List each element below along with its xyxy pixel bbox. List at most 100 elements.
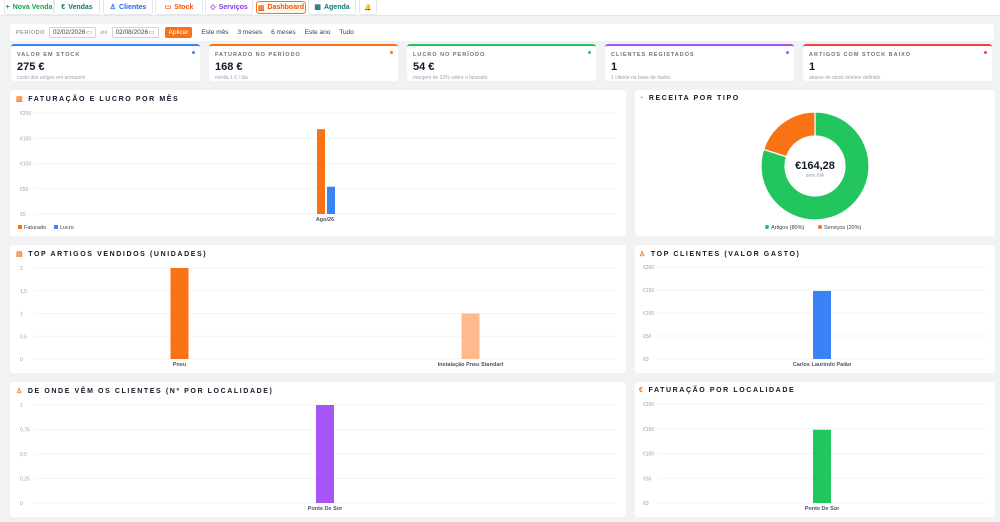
tab-stock[interactable]: ▭ Stock [155, 0, 203, 15]
y-tick-label: €200 [643, 265, 654, 271]
tab-label: Dashboard [267, 4, 305, 11]
to-label: até [99, 29, 108, 36]
kpi-subtitle: 1 cliente na base de dados [611, 75, 671, 81]
bar-faturado[interactable] [317, 129, 325, 214]
y-tick-label: 0,25 [20, 477, 30, 483]
y-tick-label: €100 [643, 311, 654, 317]
kpi-card: ARTIGOS COM STOCK BAIXO 1 abaixo do stock … [803, 44, 992, 81]
calendar-icon: ▭ [148, 30, 155, 36]
kpi-title: CLIENTES REGISTADOS [611, 52, 695, 58]
quick-filter-year[interactable]: Este ano [304, 29, 331, 36]
y-tick-label: €150 [643, 427, 654, 433]
bar[interactable] [813, 290, 831, 359]
legend-label: Artigos (80%) [771, 225, 804, 231]
date-to-input[interactable]: 02/08/2026 ▭ [111, 27, 159, 38]
tab-label: Stock [174, 3, 194, 11]
bar[interactable] [170, 268, 189, 359]
legend-label: Lucro [60, 225, 74, 231]
top-clients-title: TOP CLIENTES (VALOR GASTO) [650, 250, 801, 258]
bar-chart-icon: ▥ [16, 96, 25, 103]
pie-slice[interactable] [762, 111, 816, 158]
y-tick-label: 0,5 [20, 334, 27, 340]
bar[interactable] [461, 313, 480, 360]
legend-dot [818, 225, 822, 229]
kpi-dot [588, 51, 591, 54]
y-tick-label: €0 [643, 501, 649, 507]
kpi-title: FATURADO NO PERÍODO [215, 52, 301, 58]
kpi-dot [192, 51, 195, 54]
top-articles-card: ▤ TOP ARTIGOS VENDIDOS (UNIDADES) 0 0,5 1 1,… [10, 245, 626, 373]
y-tick-label: 0,75 [20, 428, 30, 434]
y-tick-label: €0 [20, 212, 26, 218]
kpi-value: 54 € [413, 61, 435, 73]
user-icon: ♙ [16, 388, 24, 395]
tab-nova-venda[interactable]: + Nova Venda [4, 0, 54, 15]
legend-swatch [18, 225, 22, 229]
revenue-by-locality-card: € FATURAÇÃO POR LOCALIDADE €0 €50 €100 €150 €… [635, 382, 995, 517]
y-tick-label: €150 [20, 136, 31, 142]
y-tick-label: €200 [643, 402, 654, 408]
donut-center-subtitle: sem IVA [806, 173, 825, 179]
y-tick-label: €100 [643, 452, 654, 458]
top-articles-title: TOP ARTIGOS VENDIDOS (UNIDADES) [28, 250, 208, 258]
legend-label: Serviços (20%) [824, 225, 861, 231]
date-from-value: 02/02/2026 [52, 29, 86, 36]
bar[interactable] [316, 405, 334, 503]
bar-lucro[interactable] [327, 186, 335, 214]
x-tick-label: Ago/26 [316, 217, 334, 223]
kpi-subtitle: margem de 32% sobre o faturado [413, 75, 488, 81]
quick-filter-month[interactable]: Este mês [201, 29, 229, 36]
bell-icon[interactable]: 🔔 [359, 0, 377, 15]
quick-filter-all[interactable]: Tudo [339, 29, 354, 36]
y-tick-label: 1 [20, 403, 23, 409]
quick-filter-3-months[interactable]: 3 meses [237, 29, 263, 36]
y-tick-label: 0,5 [20, 452, 27, 458]
date-to-value: 02/08/2026 [115, 29, 149, 36]
client-origin-chart: 0 0,25 0,5 0,75 1 Ponte De Sor [20, 403, 616, 512]
y-tick-label: 0 [20, 501, 23, 507]
top-articles-chart: 0 0,5 1 1,5 2 Pneu Instalação Pneu Standart [20, 266, 616, 368]
kpi-subtitle: custo dos artigos em armazém [17, 75, 86, 81]
y-tick-label: 1,5 [20, 289, 27, 295]
y-tick-label: 1 [20, 312, 23, 318]
client-origin-card: ♙ DE ONDE VÊM OS CLIENTES (Nº POR LOCALID… [10, 382, 626, 517]
tab-clientes[interactable]: ♙ Clientes [103, 0, 153, 15]
legend-label: Faturado [24, 225, 46, 231]
kpi-title: VALOR EM STOCK [17, 52, 81, 58]
y-tick-label: 0 [20, 357, 23, 363]
tab-vendas[interactable]: € Vendas [54, 0, 100, 15]
tab-label: Nova Venda [12, 3, 53, 11]
quick-filter-6-months[interactable]: 6 meses [271, 29, 296, 36]
tab-label: Agenda [323, 3, 350, 11]
x-tick-label: Ponte De Sor [805, 506, 840, 512]
box-icon: ▤ [16, 251, 25, 258]
y-tick-label: €150 [643, 288, 654, 294]
date-from-input[interactable]: 02/02/2026 ▭ [48, 27, 96, 38]
chart-icon: ▥ [257, 4, 265, 12]
donut-center-value: €164,28 [795, 160, 835, 172]
kpi-dot [786, 51, 789, 54]
y-tick-label: 2 [20, 266, 23, 272]
pie-slice[interactable] [760, 111, 870, 221]
legend-swatch [54, 225, 58, 229]
tab-agenda[interactable]: ▦ Agenda [308, 0, 356, 15]
y-tick-label: €50 [643, 334, 652, 340]
kpi-card: CLIENTES REGISTADOS 1 1 cliente na base de… [605, 44, 794, 81]
y-tick-label: €100 [20, 162, 31, 168]
revenue-profit-card: ▥ FATURAÇÃO E LUCRO POR MÊS €0 €50 €100 €150… [10, 90, 626, 236]
tab-label: Clientes [119, 3, 147, 11]
kpi-value: 168 € [215, 61, 243, 73]
bar[interactable] [813, 429, 831, 503]
kpi-subtitle: abaixo do stock mínimo definido [809, 75, 881, 81]
y-tick-label: €50 [20, 187, 29, 193]
x-tick-label: Pneu [173, 362, 186, 368]
top-clients-chart: €0 €50 €100 €150 €200 Carlos Laurindo Paião [643, 265, 987, 368]
tab-servi-os[interactable]: ◇ Serviços [205, 0, 253, 15]
revenue-profit-chart: €0 €50 €100 €150 €200 Ago/26 Faturado Lucro [18, 111, 616, 231]
plus-icon: + [5, 3, 10, 11]
x-tick-label: Ponte De Sor [308, 506, 343, 512]
tab-dashboard[interactable]: ▥ Dashboard [256, 1, 306, 14]
apply-button[interactable]: Aplicar [164, 27, 193, 38]
kpi-card: FATURADO NO PERÍODO 168 € média 1 € / dia [209, 44, 398, 81]
